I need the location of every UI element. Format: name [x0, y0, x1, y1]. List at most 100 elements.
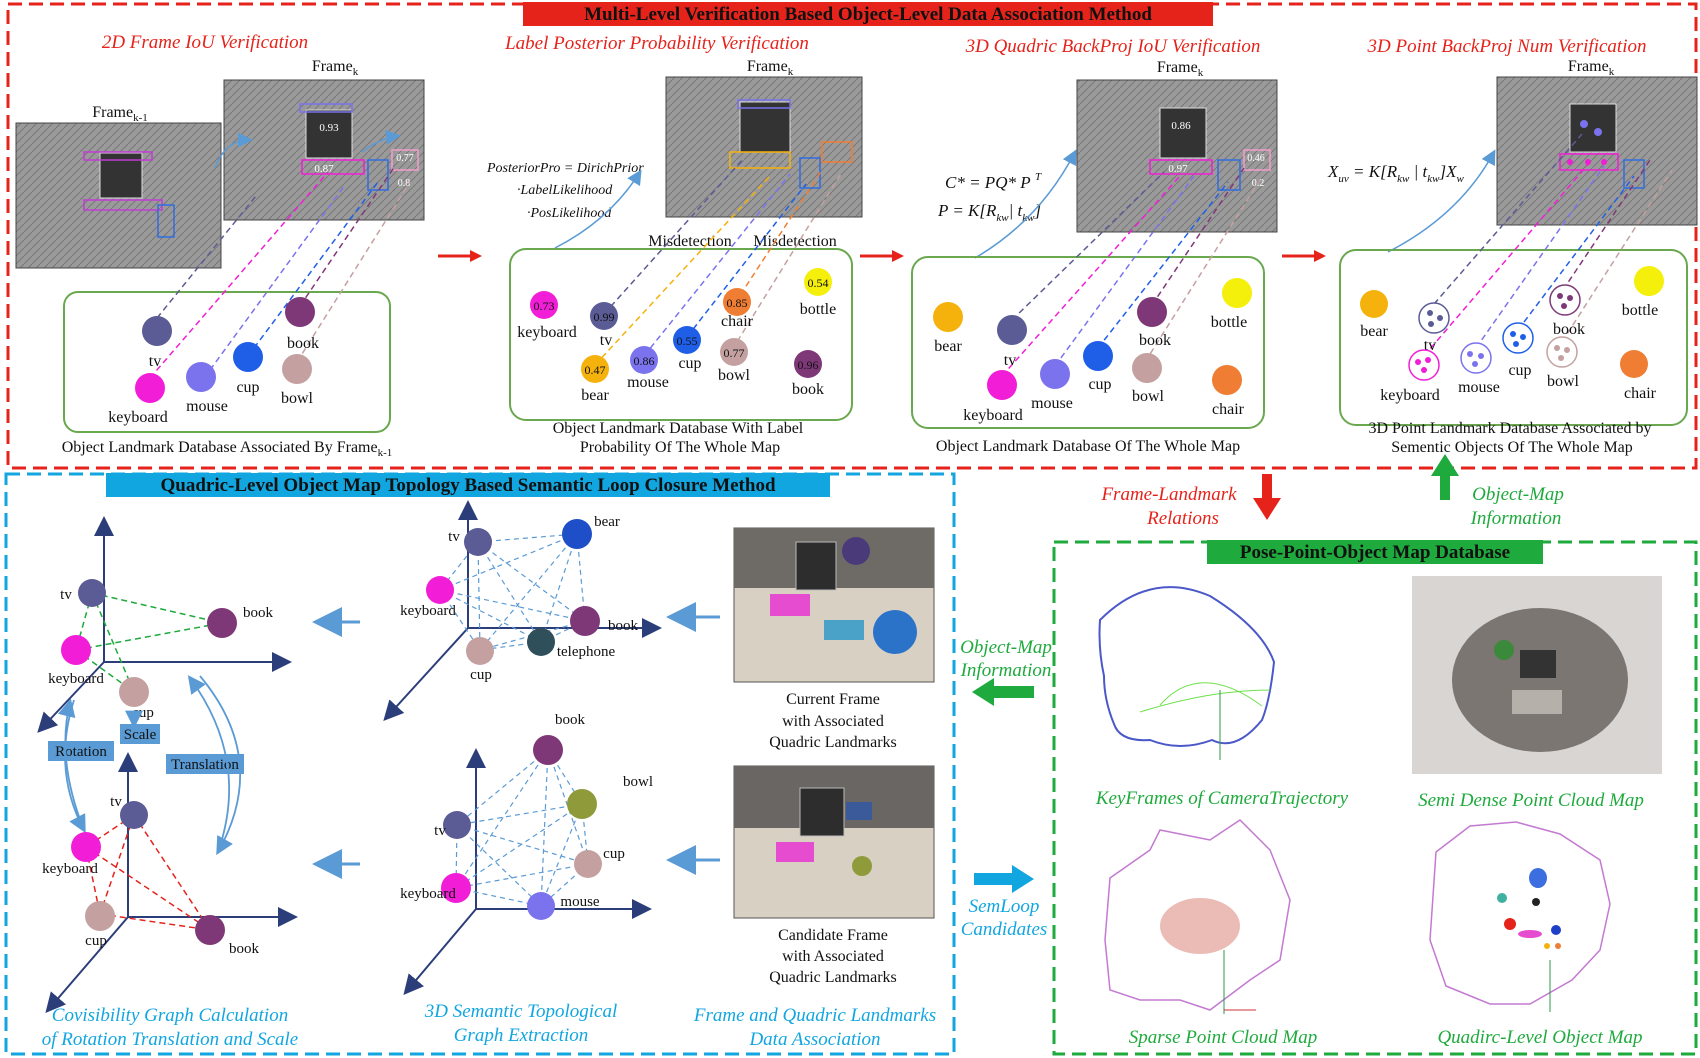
step1-mouse-label: mouse	[186, 398, 228, 415]
step2-bowl-label: bowl	[718, 367, 751, 384]
object-map-up-arrow	[1431, 454, 1459, 500]
step2-formula-line-1: PosteriorPro = DirichPrior	[486, 161, 644, 176]
step1-frame-k-label: Framek	[312, 58, 359, 78]
graph-bottom-book-label: book	[555, 712, 586, 728]
graph-bottom-tv-label: tv	[434, 823, 446, 839]
loop-panel-title: Quadric-Level Object Map Topology Based …	[160, 475, 775, 496]
step1-score-2: 0.87	[314, 163, 334, 175]
frame-landmark-label-2: Relations	[1146, 508, 1219, 529]
lower-tv-label: tv	[110, 794, 122, 810]
lower-book-node	[195, 915, 225, 945]
step3-caption: Object Landmark Database Of The Whole Ma…	[936, 438, 1240, 455]
step3-title: 3D Quadric BackProj IoU Verification	[965, 36, 1261, 57]
step4-caption-line-1: 3D Point Landmark Database Associated by	[1368, 420, 1651, 437]
left-arrows	[312, 602, 720, 879]
object-map-left-label-1: Object-Map	[960, 637, 1052, 658]
step3-formula-2: P = K[Rkw| tkw]	[937, 201, 1041, 224]
step1-tv-label: tv	[149, 353, 161, 370]
frame-landmark-label-1: Frame-Landmark	[1100, 484, 1237, 505]
lower-keyboard-label: keyboard	[42, 861, 98, 877]
scale-tag	[120, 724, 160, 744]
step1-tv-node	[142, 316, 172, 346]
step2-caption-line-2: Probability Of The Whole Map	[580, 439, 780, 456]
lower-book-label: book	[229, 941, 260, 957]
candidate-caption-1: Candidate Frame	[778, 927, 888, 944]
step2-frame-link	[554, 169, 642, 249]
map-label-quadric: Quadirc-Level Object Map	[1437, 1027, 1642, 1048]
step4-mouse-label: mouse	[1458, 379, 1500, 396]
upper-book-label: book	[243, 605, 274, 621]
graph-bottom-cup-label: cup	[603, 846, 625, 862]
step3-chair-label: chair	[1212, 401, 1245, 418]
rotation-label: Rotation	[55, 744, 107, 760]
upper-cup-node	[119, 677, 149, 707]
map-label-semi-dense: Semi Dense Point Cloud Map	[1418, 790, 1644, 811]
step2-keyboard-prob: 0.73	[534, 299, 555, 313]
step2-bear-node	[581, 355, 609, 383]
map-label-keyframes: KeyFrames of CameraTrajectory	[1095, 788, 1349, 809]
axes-graph-top	[383, 500, 662, 721]
step2-frame-label: Framek	[747, 58, 794, 78]
step3-frame-link	[974, 149, 1077, 259]
step2-bowl-node	[720, 338, 748, 366]
step3-book-node	[1137, 297, 1167, 327]
semloop-label-2: Candidates	[961, 919, 1048, 940]
step2-caption-line-1: Object Landmark Database With Label	[553, 420, 804, 437]
upper-tv-node	[78, 579, 106, 607]
step2-keyboard-label: keyboard	[517, 324, 577, 341]
quadric-object-map	[1429, 821, 1611, 1012]
graph-top-tv-node	[464, 528, 492, 556]
current-caption-1: Current Frame	[786, 691, 880, 708]
step4-book-node	[1549, 284, 1581, 316]
bottom-label-3b: Data Association	[748, 1029, 880, 1050]
step2-mouse-label: mouse	[627, 374, 669, 391]
semloop-label-1: SemLoop	[969, 896, 1040, 917]
step4-caption-line-2: Sementic Objects Of The Whole Map	[1391, 439, 1633, 456]
candidate-caption-2: with Associated	[782, 948, 884, 965]
step4-database	[1339, 249, 1688, 426]
step3-book-label: book	[1139, 332, 1171, 349]
step4-mouse-node	[1460, 342, 1492, 374]
graph-bottom-keyboard-label: keyboard	[400, 886, 456, 902]
step2-formula-line-3: ·PosLikelihood	[527, 206, 612, 221]
step3-database	[911, 256, 1265, 429]
object-map-up-label-2: Information	[1470, 508, 1562, 529]
step4-cup-node	[1502, 322, 1534, 354]
step1-frame-link-2	[361, 129, 401, 153]
step3-mouse-node	[1040, 359, 1070, 389]
step3-bowl-node	[1132, 353, 1162, 383]
step3-bear-label: bear	[934, 338, 962, 355]
step2-bowl-prob: 0.77	[724, 346, 745, 360]
lower-cup-node	[85, 901, 115, 931]
step1-dashed-links	[149, 165, 411, 379]
step2-chair-node	[723, 288, 751, 316]
graph-bottom-mouse-label: mouse	[560, 894, 600, 910]
step3-cup-label: cup	[1088, 376, 1111, 393]
step3-frame-k	[1076, 79, 1278, 233]
graph-bottom-bowl-node	[567, 789, 597, 819]
step4-bowl-label: bowl	[1547, 373, 1580, 390]
step3-bear-node	[933, 302, 963, 332]
step2-bottle-prob: 0.54	[808, 276, 829, 290]
object-map-left-label-2: Information	[960, 660, 1052, 681]
bottom-label-1a: Covisibility Graph Calculation	[52, 1005, 288, 1026]
lower-keyboard-node	[71, 832, 101, 862]
step2-bear-prob: 0.47	[585, 363, 606, 377]
step2-misdetection-1: Misdetection	[648, 233, 732, 250]
step3-keyboard-label: keyboard	[963, 407, 1023, 424]
step1-database	[63, 291, 391, 433]
graph-bottom-edges	[455, 749, 589, 907]
step1-caption: Object Landmark Database Associated By F…	[62, 439, 393, 459]
lower-cup-label: cup	[85, 933, 107, 949]
database-title-bg	[1207, 540, 1543, 564]
step4-frame-link	[1387, 149, 1496, 253]
step2-cup-node	[673, 326, 701, 354]
step3-formula-1: C* = PQ* P	[945, 173, 1031, 192]
translation-tag	[166, 754, 244, 774]
step3-bowl-label: bowl	[1132, 388, 1165, 405]
upper-keyboard-node	[61, 635, 91, 665]
step4-tv-node	[1418, 302, 1450, 334]
step2-mouse-node	[630, 346, 658, 374]
step3-mouse-label: mouse	[1031, 395, 1073, 412]
top-panel-title: Multi-Level Verification Based Object-Le…	[584, 4, 1152, 25]
